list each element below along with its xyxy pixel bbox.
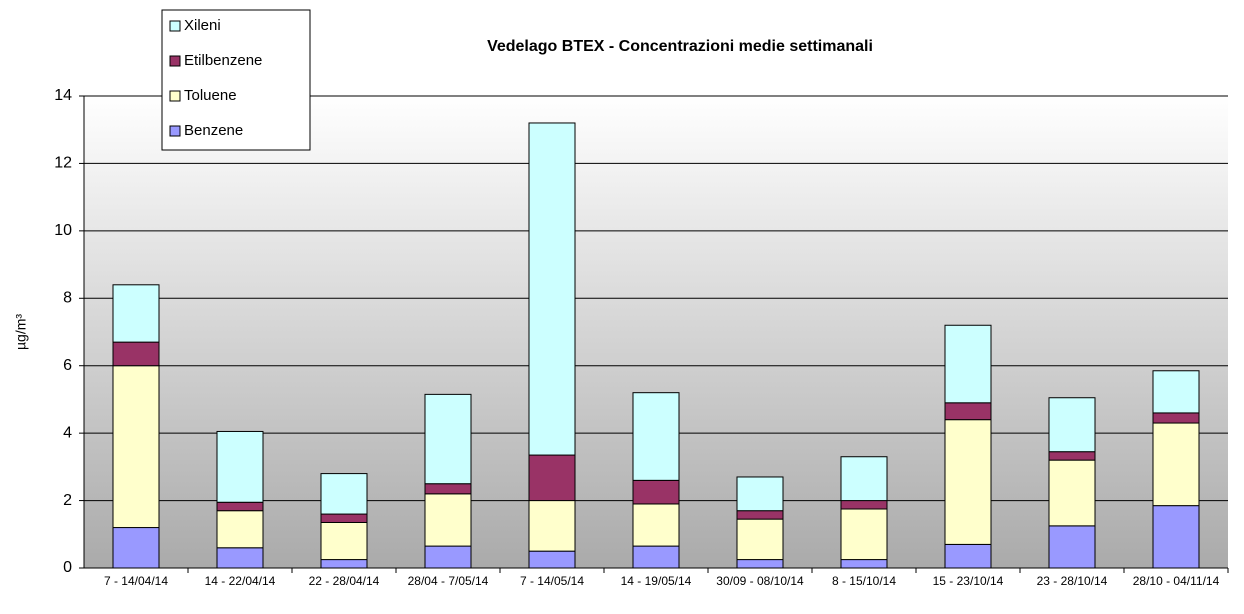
- bar-segment: [632, 392, 680, 481]
- bar-segment: [1152, 505, 1200, 569]
- bar-segment: [1152, 412, 1200, 424]
- legend-swatch: [169, 20, 181, 32]
- chart-title: Vedelago BTEX - Concentrazioni medie set…: [487, 38, 873, 55]
- x-tick-label: 15 - 23/10/14: [933, 574, 1004, 588]
- bar-segment: [1048, 451, 1096, 461]
- bar-segment: [112, 284, 160, 343]
- x-tick-label: 8 - 15/10/14: [832, 574, 896, 588]
- x-tick-label: 7 - 14/05/14: [520, 574, 584, 588]
- bar-segment: [528, 550, 576, 569]
- x-tick-label: 14 - 19/05/14: [621, 574, 692, 588]
- y-tick-label: 8: [63, 290, 72, 307]
- x-tick-label: 7 - 14/04/14: [104, 574, 168, 588]
- bar-segment: [840, 500, 888, 510]
- bar-segment: [216, 547, 264, 569]
- bar-segment: [320, 559, 368, 569]
- y-tick-label: 4: [63, 424, 72, 441]
- legend-swatch: [169, 55, 181, 67]
- bar-segment: [632, 545, 680, 569]
- bar-segment: [632, 503, 680, 547]
- bar-segment: [216, 510, 264, 549]
- bar-segment: [320, 521, 368, 561]
- y-tick-label: 14: [54, 87, 72, 104]
- bar-segment: [320, 513, 368, 523]
- y-tick-label: 0: [63, 559, 72, 576]
- bar-segment: [944, 402, 992, 421]
- bar-segment: [944, 324, 992, 404]
- bar-segment: [424, 483, 472, 495]
- x-tick-label: 28/10 - 04/11/14: [1133, 574, 1220, 588]
- legend-swatch: [169, 125, 181, 137]
- bar-segment: [528, 454, 576, 502]
- legend-label: Toluene: [184, 87, 237, 104]
- bar-segment: [944, 543, 992, 569]
- bar-segment: [424, 545, 472, 569]
- legend-label: Benzene: [184, 122, 243, 139]
- bar-segment: [216, 430, 264, 503]
- x-tick-label: 30/09 - 08/10/14: [716, 574, 804, 588]
- bar-segment: [1048, 525, 1096, 569]
- y-tick-label: 10: [54, 222, 72, 239]
- x-tick-label: 22 - 28/04/14: [309, 574, 380, 588]
- bar-segment: [736, 518, 784, 561]
- bar-segment: [1152, 370, 1200, 414]
- bar-segment: [840, 456, 888, 502]
- bar-segment: [944, 419, 992, 545]
- bar-segment: [736, 510, 784, 520]
- legend-label: Etilbenzene: [184, 52, 262, 69]
- bar-segment: [736, 559, 784, 569]
- bar-segment: [1048, 459, 1096, 527]
- legend-box: [161, 9, 311, 151]
- y-tick-label: 6: [63, 357, 72, 374]
- legend-label: Xileni: [184, 17, 221, 34]
- bar-segment: [528, 122, 576, 456]
- bar-segment: [840, 559, 888, 569]
- y-axis-label: µg/m³: [13, 314, 29, 350]
- bar-segment: [528, 500, 576, 552]
- bar-segment: [112, 365, 160, 529]
- x-tick-label: 23 - 28/10/14: [1037, 574, 1108, 588]
- y-tick-label: 2: [63, 492, 72, 509]
- bar-segment: [1152, 422, 1200, 507]
- x-tick-label: 28/04 - 7/05/14: [408, 574, 489, 588]
- bar-segment: [424, 393, 472, 485]
- bar-segment: [424, 493, 472, 547]
- x-tick-label: 14 - 22/04/14: [205, 574, 276, 588]
- bar-segment: [216, 501, 264, 512]
- bar-segment: [840, 508, 888, 561]
- bar-segment: [1048, 397, 1096, 453]
- bar-segment: [112, 527, 160, 569]
- bar-segment: [112, 341, 160, 367]
- legend-swatch: [169, 90, 181, 102]
- bar-segment: [320, 473, 368, 515]
- y-tick-label: 12: [54, 155, 72, 172]
- bar-segment: [632, 479, 680, 505]
- bar-segment: [736, 476, 784, 512]
